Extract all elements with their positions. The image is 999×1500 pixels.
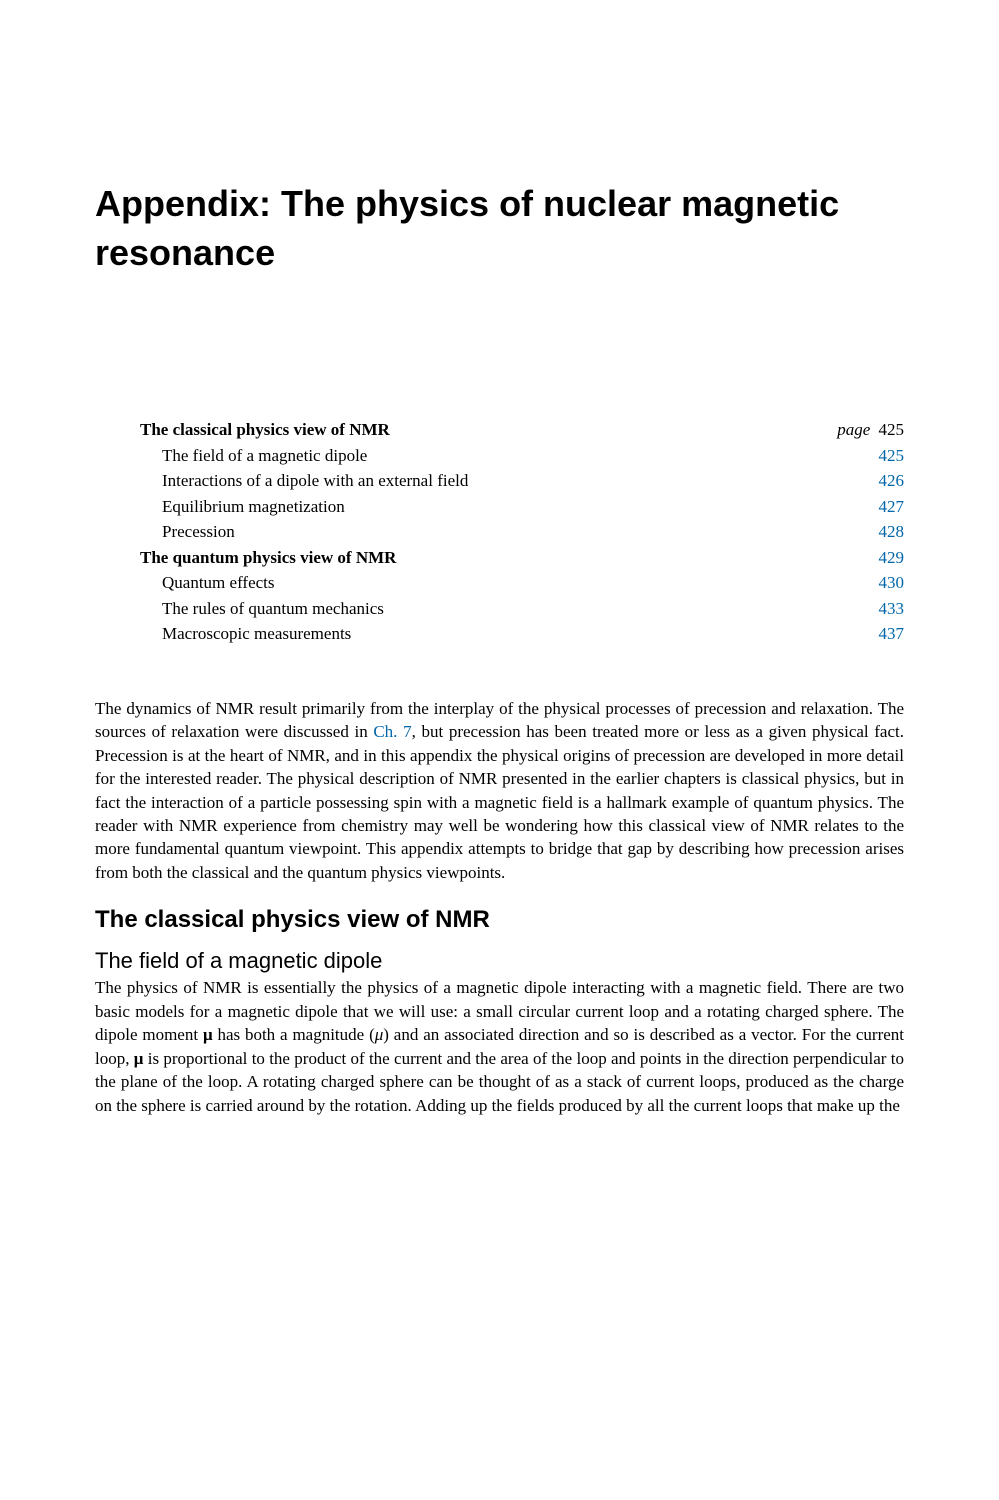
chapter-link[interactable]: Ch. 7 xyxy=(373,722,411,741)
toc-label: Precession xyxy=(140,519,235,545)
toc-page-number: 425 xyxy=(879,420,905,439)
toc-label: Equilibrium magnetization xyxy=(140,494,345,520)
table-of-contents: The classical physics view of NMR page 4… xyxy=(140,417,904,647)
appendix-title: Appendix: The physics of nuclear magneti… xyxy=(95,180,904,277)
intro-text: , but precession has been treated more o… xyxy=(95,722,904,882)
subsection-heading: The field of a magnetic dipole xyxy=(95,948,904,974)
toc-label: Quantum effects xyxy=(140,570,275,596)
toc-label: Macroscopic measurements xyxy=(140,621,351,647)
toc-row: The classical physics view of NMR page 4… xyxy=(140,417,904,443)
body-text: has both a magnitude ( xyxy=(213,1025,375,1044)
mu-symbol: μ xyxy=(203,1025,213,1044)
toc-page-number[interactable]: 433 xyxy=(864,596,904,622)
toc-row: The field of a magnetic dipole 425 xyxy=(140,443,904,469)
toc-label: Interactions of a dipole with an externa… xyxy=(140,468,468,494)
body-paragraph: The physics of NMR is essentially the ph… xyxy=(95,976,904,1117)
toc-row: Precession 428 xyxy=(140,519,904,545)
toc-row: Macroscopic measurements 437 xyxy=(140,621,904,647)
toc-label: The quantum physics view of NMR xyxy=(140,545,396,571)
toc-page-number[interactable]: 425 xyxy=(864,443,904,469)
section-heading: The classical physics view of NMR xyxy=(95,906,904,934)
mu-symbol: μ xyxy=(134,1049,144,1068)
toc-label: The classical physics view of NMR xyxy=(140,417,390,443)
toc-row: Interactions of a dipole with an externa… xyxy=(140,468,904,494)
toc-label: The rules of quantum mechanics xyxy=(140,596,384,622)
toc-page: page 425 xyxy=(837,417,904,443)
toc-page-number[interactable]: 437 xyxy=(864,621,904,647)
toc-row: Equilibrium magnetization 427 xyxy=(140,494,904,520)
intro-paragraph: The dynamics of NMR result primarily fro… xyxy=(95,697,904,885)
toc-row: Quantum effects 430 xyxy=(140,570,904,596)
toc-label: The field of a magnetic dipole xyxy=(140,443,367,469)
toc-page-number[interactable]: 426 xyxy=(864,468,904,494)
toc-page-number[interactable]: 429 xyxy=(864,545,904,571)
toc-page-prefix: page xyxy=(837,420,870,439)
body-text: is proportional to the product of the cu… xyxy=(95,1049,904,1115)
toc-page-number[interactable]: 428 xyxy=(864,519,904,545)
toc-page-number[interactable]: 427 xyxy=(864,494,904,520)
toc-page-number[interactable]: 430 xyxy=(864,570,904,596)
mu-symbol: μ xyxy=(375,1025,384,1044)
page-container: Appendix: The physics of nuclear magneti… xyxy=(0,0,999,1199)
toc-row: The quantum physics view of NMR 429 xyxy=(140,545,904,571)
toc-row: The rules of quantum mechanics 433 xyxy=(140,596,904,622)
